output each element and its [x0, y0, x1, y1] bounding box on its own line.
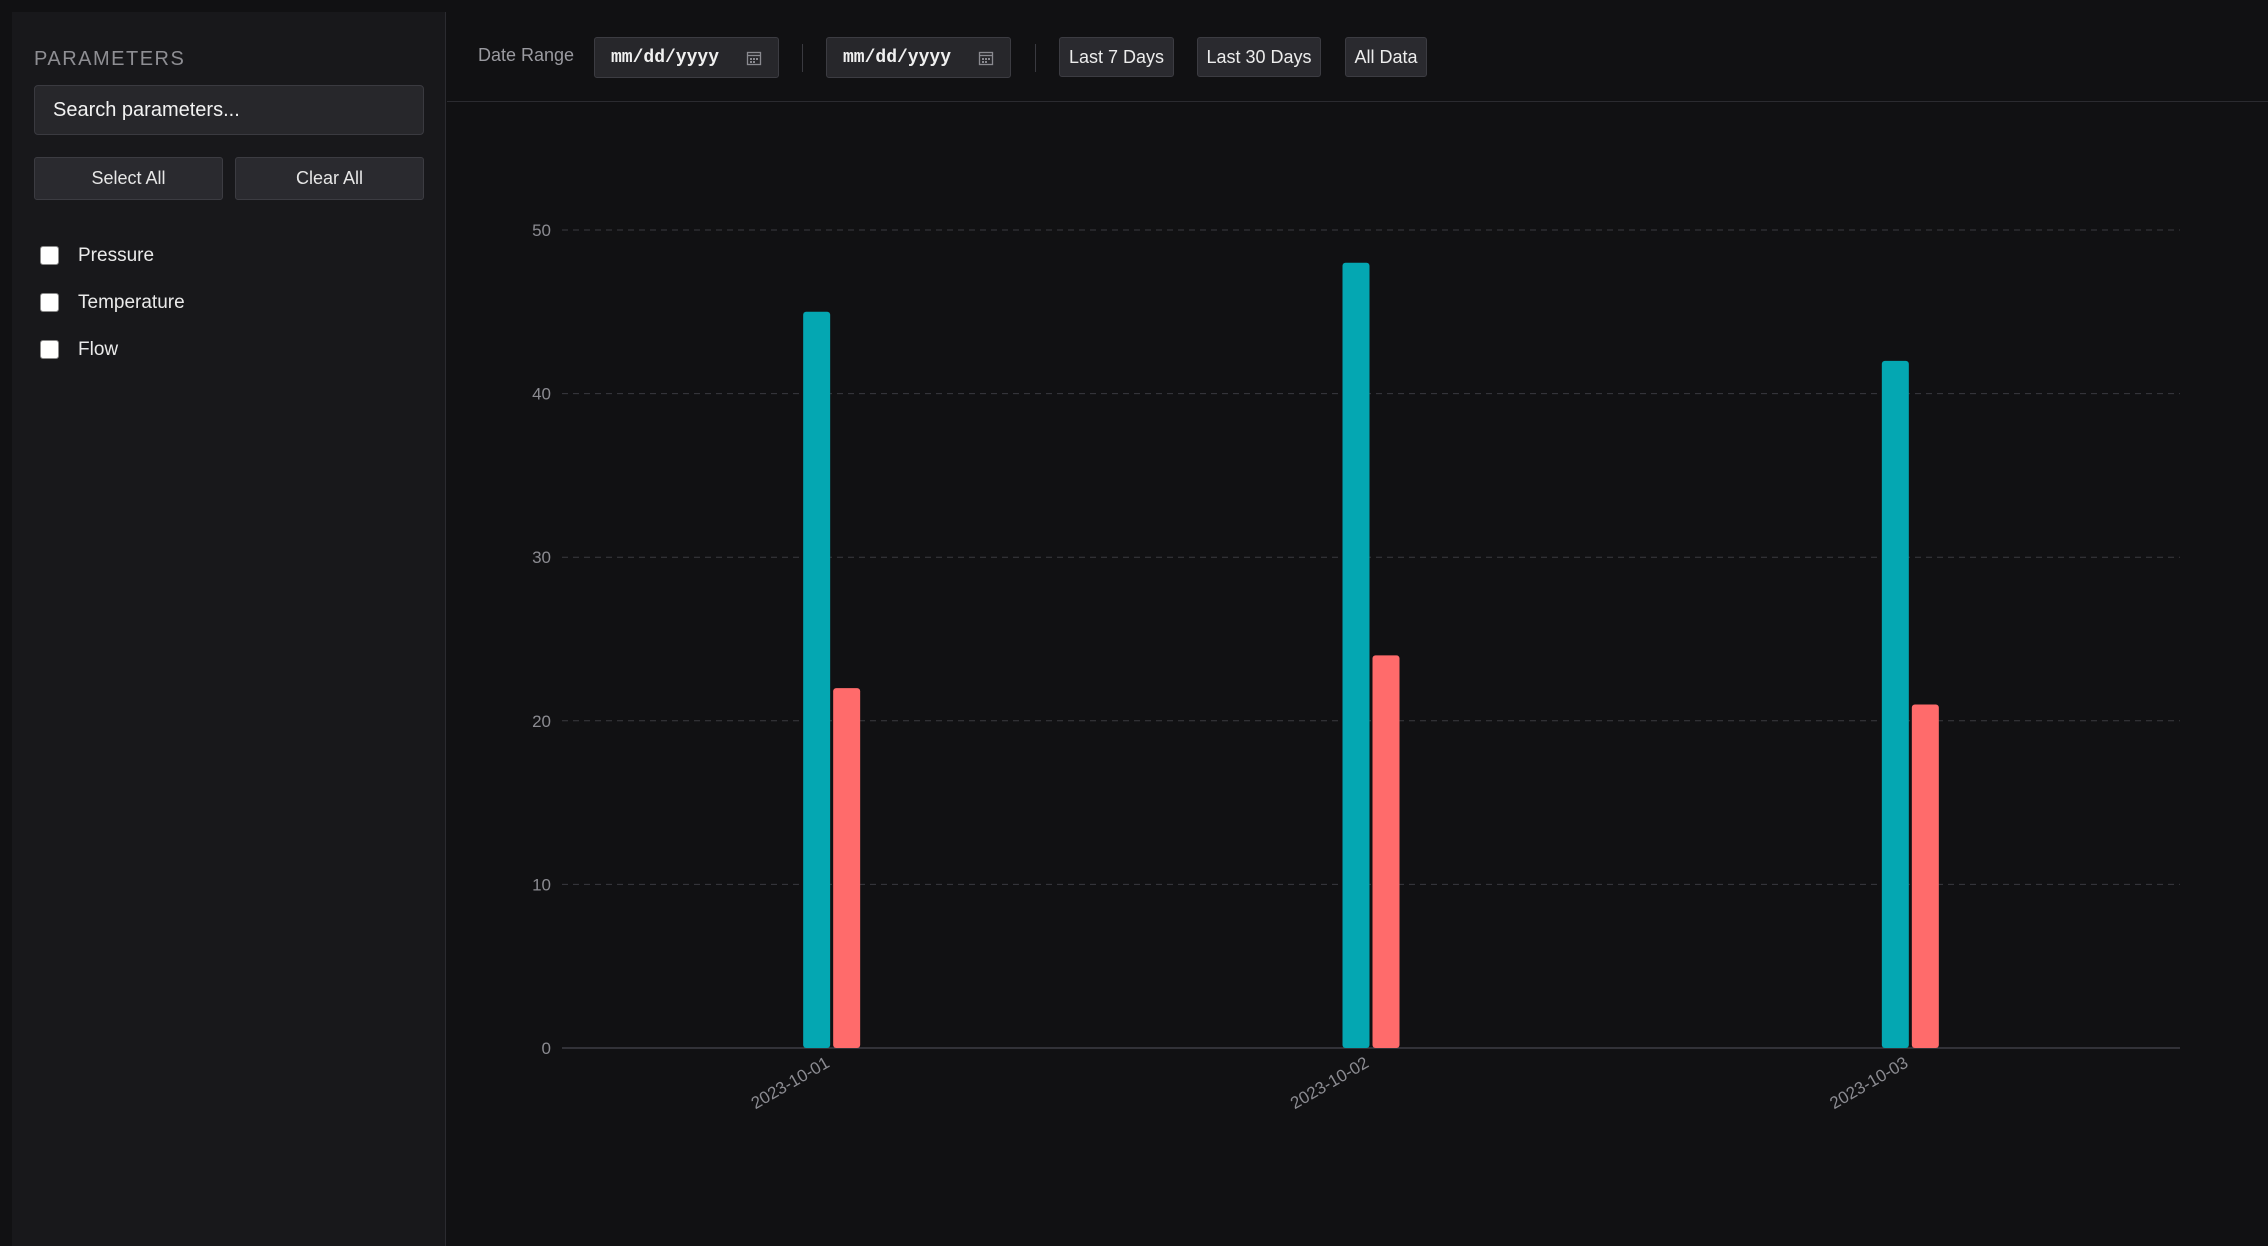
y-tick-label: 30 — [532, 548, 551, 567]
sidebar-title: PARAMETERS — [34, 48, 186, 70]
bar-series-2 — [1911, 704, 1939, 1048]
pressure-checkbox[interactable] — [40, 246, 59, 265]
param-label: Temperature — [78, 291, 185, 313]
toolbar-divider — [802, 44, 803, 72]
last-30-days-button[interactable]: Last 30 Days — [1197, 37, 1321, 77]
start-date-input[interactable]: mm/dd/yyyy — [594, 37, 779, 78]
start-date-placeholder: mm/dd/yyyy — [611, 47, 720, 68]
temperature-checkbox[interactable] — [40, 293, 59, 312]
bar-series-2 — [1372, 655, 1400, 1048]
all-data-button[interactable]: All Data — [1345, 37, 1427, 77]
last-7-days-button[interactable]: Last 7 Days — [1059, 37, 1174, 77]
y-tick-label: 40 — [532, 385, 551, 404]
bar-series-1 — [1342, 262, 1370, 1049]
y-tick-label: 0 — [542, 1039, 551, 1058]
clear-all-button[interactable]: Clear All — [235, 157, 424, 200]
parameter-list: Pressure Temperature Flow — [40, 232, 185, 373]
x-tick-label: 2023-10-01 — [748, 1053, 833, 1113]
y-tick-label: 20 — [532, 712, 551, 731]
param-item-temperature[interactable]: Temperature — [40, 279, 185, 326]
x-tick-label: 2023-10-03 — [1827, 1053, 1912, 1113]
x-tick-label: 2023-10-02 — [1287, 1053, 1372, 1113]
search-parameters-input[interactable] — [34, 85, 424, 135]
bar-series-1 — [1881, 360, 1909, 1048]
calendar-icon[interactable] — [978, 50, 994, 66]
bar-series-1 — [803, 311, 831, 1048]
parameters-sidebar: PARAMETERS Select All Clear All Pressure… — [12, 12, 446, 1246]
calendar-icon[interactable] — [746, 50, 762, 66]
select-all-button[interactable]: Select All — [34, 157, 223, 200]
y-tick-label: 10 — [532, 875, 551, 894]
end-date-input[interactable]: mm/dd/yyyy — [826, 37, 1011, 78]
date-range-toolbar: Date Range mm/dd/yyyy mm/dd/yyyy — [447, 0, 2268, 102]
y-tick-label: 50 — [532, 221, 551, 240]
param-item-flow[interactable]: Flow — [40, 326, 185, 373]
flow-checkbox[interactable] — [40, 340, 59, 359]
date-range-label: Date Range — [478, 45, 575, 65]
end-date-placeholder: mm/dd/yyyy — [843, 47, 952, 68]
bar-series-2 — [833, 688, 861, 1048]
toolbar-divider — [1035, 44, 1036, 72]
param-label: Flow — [78, 338, 119, 360]
param-label: Pressure — [78, 244, 155, 266]
param-item-pressure[interactable]: Pressure — [40, 232, 185, 279]
